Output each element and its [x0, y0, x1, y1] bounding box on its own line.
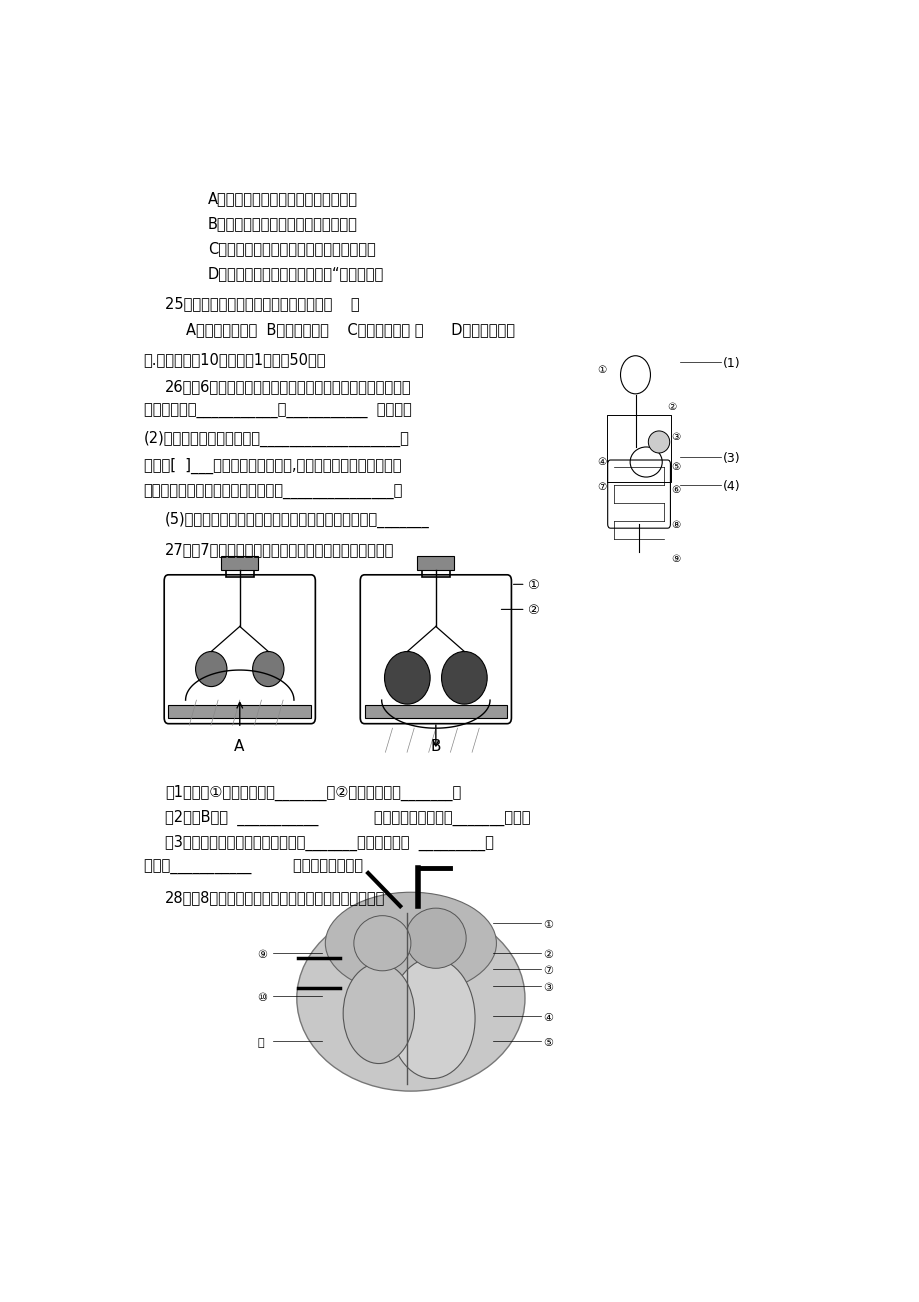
Text: D．砒摄入过多引起砒中毒导致“大粗肖子病: D．砒摄入过多引起砒中毒导致“大粗肖子病 — [208, 267, 383, 281]
Text: 只能对蛋白质进行初步消化的消化液_______________。: 只能对蛋白质进行初步消化的消化液_______________。 — [143, 486, 403, 500]
Bar — [417, 556, 454, 570]
Text: A: A — [233, 740, 244, 754]
Text: ⑤: ⑤ — [542, 1039, 552, 1048]
Text: ④: ④ — [542, 1013, 552, 1023]
Text: C．成人时期生长激素分泌过多导致巨人症: C．成人时期生长激素分泌过多导致巨人症 — [208, 241, 375, 256]
Ellipse shape — [297, 906, 525, 1091]
Text: ⑦: ⑦ — [597, 482, 607, 492]
Text: ③: ③ — [542, 983, 552, 993]
Ellipse shape — [384, 651, 430, 704]
Text: ③: ③ — [671, 432, 680, 441]
Text: ②: ② — [527, 604, 539, 617]
Text: ⑤: ⑤ — [671, 462, 680, 473]
Text: 肺随之___________         ，气体便被呼出。: 肺随之___________ ，气体便被呼出。 — [143, 861, 362, 875]
Text: ⑦: ⑦ — [542, 966, 552, 976]
Ellipse shape — [441, 651, 487, 704]
Text: ②: ② — [667, 402, 676, 411]
Ellipse shape — [389, 958, 474, 1078]
Text: (5)人体消化和吸收营养物质的主要场所是图中的标号_______: (5)人体消化和吸收营养物质的主要场所是图中的标号_______ — [165, 512, 429, 529]
Ellipse shape — [405, 909, 466, 969]
Ellipse shape — [325, 892, 496, 995]
Text: B: B — [430, 740, 440, 754]
Text: ⑨: ⑨ — [671, 555, 680, 564]
Text: 二.简答题（內10题，每空1分，內50分）: 二.简答题（內10题，每空1分，內50分） — [143, 352, 325, 367]
Bar — [421, 560, 449, 577]
Text: （1）图中①模拟的结构是_______，②模拟的结构是_______。: （1）图中①模拟的结构是_______，②模拟的结构是_______。 — [165, 785, 460, 801]
Text: (4): (4) — [721, 480, 739, 493]
Ellipse shape — [253, 651, 284, 686]
Ellipse shape — [648, 431, 669, 453]
Text: ⑪: ⑪ — [257, 1039, 264, 1048]
Bar — [168, 704, 311, 717]
Text: 28、（8分）下图为人体心脏结构示意图，据图回答：: 28、（8分）下图为人体心脏结构示意图，据图回答： — [165, 891, 385, 905]
Text: 25、下列环境问题与大气污染无关的是（    ）: 25、下列环境问题与大气污染无关的是（ ） — [165, 297, 359, 311]
Text: B．人体胰岛素分泌不足会导致糖尿病: B．人体胰岛素分泌不足会导致糖尿病 — [208, 216, 357, 232]
Bar — [225, 560, 254, 577]
Text: (1): (1) — [721, 357, 739, 370]
Text: ①: ① — [542, 921, 552, 930]
Text: ①: ① — [527, 579, 539, 592]
Ellipse shape — [343, 963, 414, 1064]
Text: （3）呼气时，胋骨间的肌肉和膝肌_______，使胸腔容积  _________，: （3）呼气时，胋骨间的肌肉和膝肌_______，使胸腔容积 _________， — [165, 835, 494, 852]
Text: (3): (3) — [721, 452, 739, 465]
Text: （2）图B表示  ___________            状态，此时膝肌处于_______状态。: （2）图B表示 ___________ 状态，此时膝肌处于_______状态。 — [165, 810, 530, 825]
Text: (2)参与消化淠粉的消化液有___________________。: (2)参与消化淠粉的消化液有___________________。 — [143, 431, 409, 447]
Text: 27、（7分）下图为模拟膝肌的运动示意图，据图回答：: 27、（7分）下图为模拟膝肌的运动示意图，据图回答： — [165, 542, 394, 557]
Text: ⑨: ⑨ — [257, 950, 267, 961]
Text: ②: ② — [542, 950, 552, 961]
Text: ⑧: ⑧ — [671, 521, 680, 530]
Text: ⑩: ⑩ — [257, 993, 267, 1004]
Bar — [364, 704, 506, 717]
Bar — [221, 556, 258, 570]
Text: ⑥: ⑥ — [671, 486, 680, 495]
Text: ①: ① — [597, 365, 607, 375]
Text: ④: ④ — [597, 457, 607, 467]
Ellipse shape — [354, 915, 411, 971]
Text: A．幼年时期缺乏生长激素导致侏儒症: A．幼年时期缺乏生长激素导致侏儒症 — [208, 191, 357, 206]
Text: A．全球气候变暖  B．臭氧层破坏    C．酸雨的形成 没      D．赤潮的形成: A．全球气候变暖 B．臭氧层破坏 C．酸雨的形成 没 D．赤潮的形成 — [186, 322, 515, 337]
Text: 26、（6分）下图为人体消化系统组成示意图。请据图回答。: 26、（6分）下图为人体消化系统组成示意图。请据图回答。 — [165, 379, 411, 393]
Text: 当图中[  ]___宜分泌的胆汁不足时,将影响食物中肥肉的消化。: 当图中[ ]___宜分泌的胆汁不足时,将影响食物中肥肉的消化。 — [143, 458, 401, 474]
Text: 消化系统包括___________和___________  两部分。: 消化系统包括___________和___________ 两部分。 — [143, 404, 411, 419]
Ellipse shape — [196, 651, 227, 686]
